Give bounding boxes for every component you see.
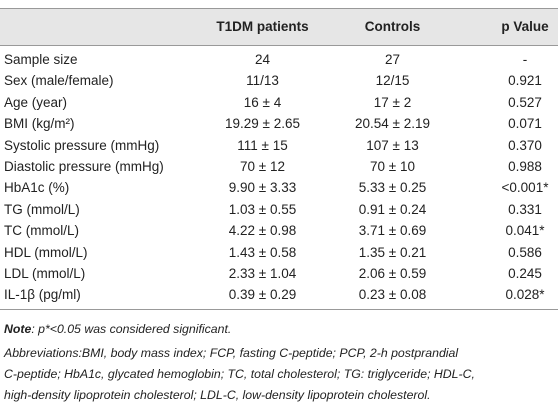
abbreviation-line: C-peptide; HbA1c, glycated hemoglobin; T… [4,367,475,381]
note-text: : p*<0.05 was considered significant. [31,322,232,336]
cell: 16 ± 4 [243,94,282,110]
row-label: TG (mmol/L) [4,201,80,217]
cell: - [522,52,528,67]
cell: 17 ± 2 [373,94,412,110]
cell: 27 [384,52,401,67]
row-label: HDL (mmol/L) [4,244,88,260]
row-label: LDL (mmol/L) [4,266,86,281]
cell: 70 ± 10 [370,159,415,174]
header-cell: p Value [501,19,549,34]
cell: 2.06 ± 0.59 [358,266,427,281]
row-label: IL-1β (pg/ml) [4,287,81,303]
cell: 0.370 [508,137,542,153]
cell: 0.91 ± 0.24 [358,201,427,217]
cell: 0.586 [508,244,542,260]
abbreviation-line: Abbreviations:BMI, body mass index; FCP,… [4,346,459,360]
header-row: T1DM patients Controls p Value [0,8,558,46]
note-label: Note [4,322,32,336]
cell: 0.245 [508,266,542,281]
cell: 0.041* [505,223,545,239]
cell: 0.071 [508,116,542,132]
row-label: Diastolic pressure (mmHg) [4,159,164,174]
header-cell: T1DM patients [216,19,309,34]
cell: 19.29 ± 2.65 [225,116,300,132]
abbreviation-line: high-density lipoprotein cholesterol; LD… [4,388,431,402]
cell: 2.33 ± 1.04 [228,266,297,281]
header-cell: Controls [364,19,421,34]
cell: 11/13 [246,73,279,89]
cell: 4.22 ± 0.98 [228,223,297,239]
bottom-rule [0,309,558,310]
cell: 12/15 [375,73,410,89]
cell: 107 ± 13 [366,137,419,153]
cell: 9.90 ± 3.33 [228,180,297,196]
cell: 0.331 [508,201,542,217]
cell: <0.001* [501,180,549,196]
cell: 5.33 ± 0.25 [358,180,427,196]
cell: 1.35 ± 0.21 [358,244,427,260]
row-label: HbA1c (%) [4,180,70,196]
row-label: Sample size [4,52,78,67]
cell: 1.03 ± 0.55 [228,201,297,217]
row-label: BMI (kg/m²) [4,116,75,132]
row-label: Age (year) [4,94,68,110]
cell: 111 ± 15 [237,137,288,153]
cell: 24 [254,52,271,67]
cell: 0.39 ± 0.29 [228,287,297,303]
cell: 0.921 [508,73,542,89]
cell: 0.23 ± 0.08 [358,287,427,303]
cell: 0.527 [508,94,542,110]
note: Note: p*<0.05 was considered significant… [4,322,231,336]
cell: 20.54 ± 2.19 [355,116,430,132]
row-label: Systolic pressure (mmHg) [4,137,160,153]
row-label: Sex (male/female) [4,73,114,89]
row-label: TC (mmol/L) [4,223,79,239]
cell: 3.71 ± 0.69 [358,223,427,239]
cell: 1.43 ± 0.58 [228,244,297,260]
cell: 70 ± 12 [240,159,285,174]
cell: 0.988 [508,159,542,174]
cell: 0.028* [505,287,545,303]
